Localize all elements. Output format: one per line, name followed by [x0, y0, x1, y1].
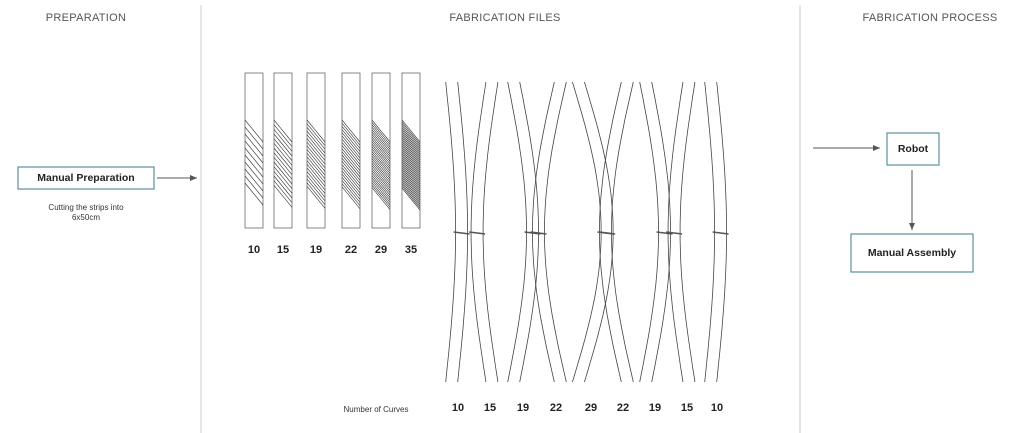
- box-label: Manual Assembly: [868, 247, 956, 259]
- hatch: [273, 119, 293, 208]
- section-title: FABRICATION FILES: [449, 12, 560, 24]
- strip: [401, 72, 421, 229]
- hatch: [401, 119, 421, 211]
- box: [17, 166, 155, 190]
- hatch: [371, 119, 391, 210]
- box-label: Robot: [898, 143, 929, 155]
- box: [886, 132, 940, 166]
- seam: [666, 231, 683, 235]
- drawings: 10 15 19 22 29 35 10 15 19 22 29 22 19 15 10: [244, 72, 729, 414]
- strip-label: 22: [345, 244, 357, 256]
- section-title: PREPARATION: [46, 12, 127, 24]
- strip: [341, 72, 361, 229]
- seam: [469, 231, 486, 235]
- strip: [273, 72, 293, 229]
- curve-label: 15: [681, 402, 693, 414]
- axis-label: Number of Curves: [344, 405, 409, 414]
- curve-strip: [639, 81, 671, 383]
- curve-strip: [532, 81, 567, 383]
- strip: [371, 72, 391, 229]
- seam: [712, 231, 729, 235]
- strip-label: 19: [310, 244, 322, 256]
- curve-strip: [572, 81, 614, 383]
- curve-label: 22: [550, 402, 562, 414]
- seam: [656, 231, 673, 235]
- caption: 6x50cm: [72, 213, 100, 222]
- curve-label: 15: [484, 402, 496, 414]
- strip-label: 35: [405, 244, 417, 256]
- curve-label: 19: [517, 402, 529, 414]
- box-label: Manual Preparation: [37, 172, 134, 184]
- hatch: [244, 119, 264, 206]
- caption: Cutting the strips into: [48, 203, 124, 212]
- strip-label: 29: [375, 244, 387, 256]
- strip: [306, 72, 326, 229]
- hatch: [341, 119, 361, 210]
- seam: [530, 231, 547, 235]
- curve-label: 10: [452, 402, 464, 414]
- seam: [597, 231, 614, 235]
- strip-label: 10: [248, 244, 260, 256]
- box: [850, 233, 974, 273]
- curve-label: 19: [649, 402, 661, 414]
- hatch: [306, 119, 326, 209]
- curve-label: 10: [711, 402, 723, 414]
- curve-label: 29: [585, 402, 597, 414]
- strip: [244, 72, 264, 229]
- seam: [453, 231, 470, 235]
- curve-label: 22: [617, 402, 629, 414]
- strip-label: 15: [277, 244, 289, 256]
- section-title: FABRICATION PROCESS: [862, 12, 997, 24]
